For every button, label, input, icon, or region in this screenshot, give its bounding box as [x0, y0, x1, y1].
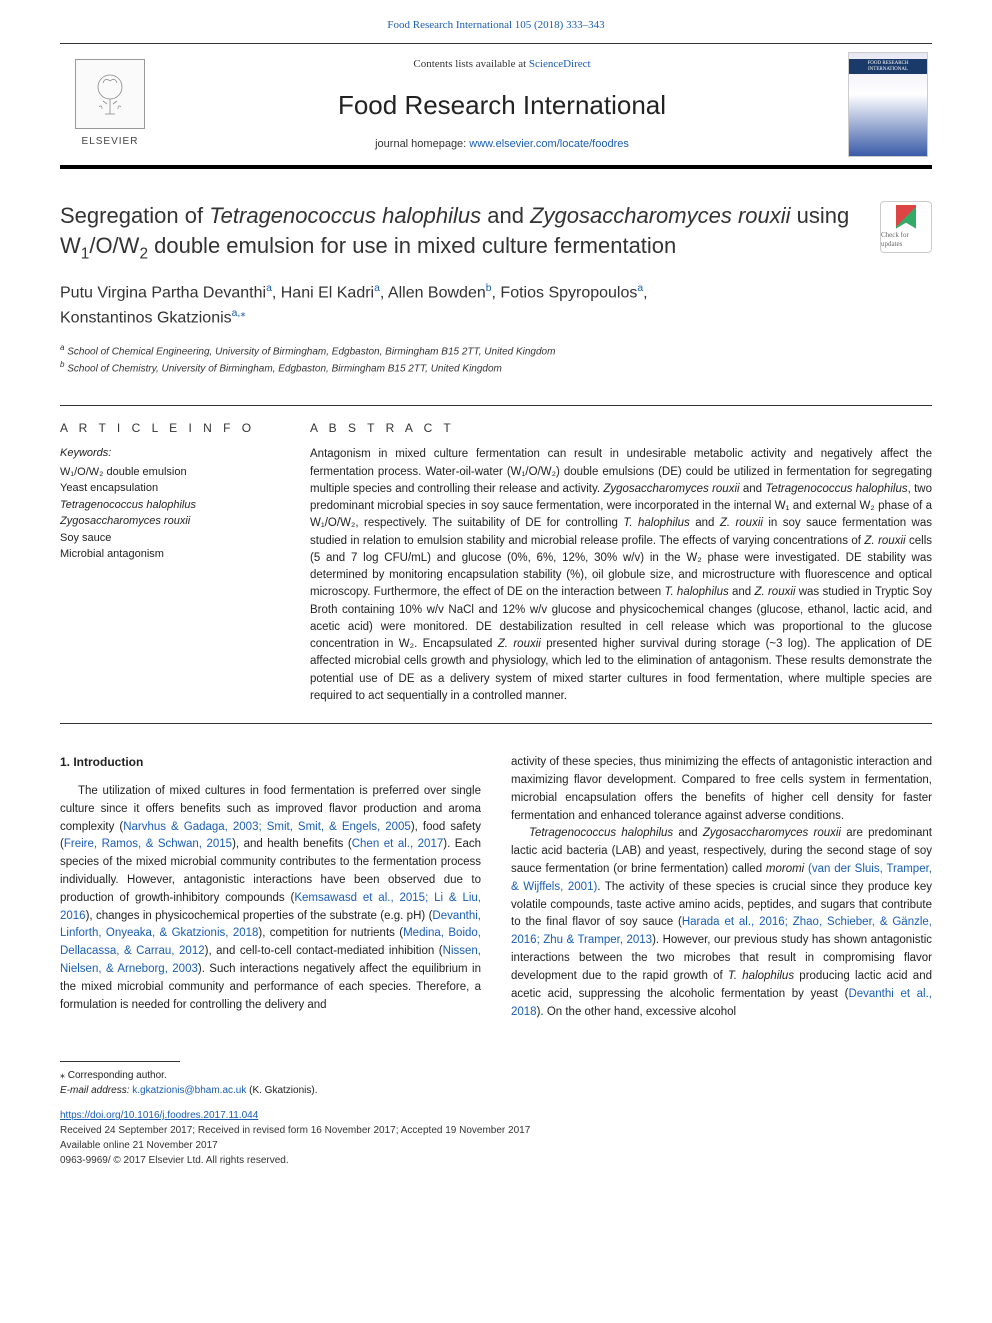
body-left-col: 1. Introduction The utilization of mixed…: [60, 754, 481, 1021]
email-label: E-mail address:: [60, 1085, 132, 1096]
homepage-prefix: journal homepage:: [375, 138, 469, 150]
elsevier-label: ELSEVIER: [82, 135, 139, 149]
homepage-link[interactable]: www.elsevier.com/locate/foodres: [469, 138, 629, 150]
abstract-col: A B S T R A C T Antagonism in mixed cult…: [310, 420, 932, 706]
author: Allen Bowden: [388, 285, 486, 302]
affiliations: a School of Chemical Engineering, Univer…: [60, 342, 932, 377]
abs-species: Z. rouxii: [754, 586, 795, 598]
check-updates-label: Check for updates: [881, 231, 931, 251]
body-paragraph: Tetragenococcus halophilus and Zygosacch…: [511, 825, 932, 1021]
species: Zygosaccharomyces rouxii: [703, 827, 841, 839]
abstract-head: A B S T R A C T: [310, 420, 932, 437]
body-columns: 1. Introduction The utilization of mixed…: [60, 754, 932, 1021]
author: Putu Virgina Partha Devanthi: [60, 285, 266, 302]
abs-part: and: [690, 517, 720, 529]
keyword: W₁/O/W₂ double emulsion: [60, 464, 280, 481]
authors-line: Putu Virgina Partha Devanthia, Hani El K…: [60, 281, 932, 330]
affiliation: a School of Chemical Engineering, Univer…: [60, 342, 932, 359]
abs-species: Tetragenococcus halophilus: [765, 483, 907, 495]
footer-separator: [60, 1061, 180, 1062]
corresponding-note: ⁎ Corresponding author.: [60, 1068, 932, 1083]
email-link[interactable]: k.gkatzionis@bham.ac.uk: [132, 1085, 246, 1096]
keywords-list: W₁/O/W₂ double emulsion Yeast encapsulat…: [60, 464, 280, 563]
elsevier-logo: ELSEVIER: [60, 44, 160, 164]
keyword: Microbial antagonism: [60, 546, 280, 563]
header-center: Contents lists available at ScienceDirec…: [160, 44, 844, 165]
keyword: Yeast encapsulation: [60, 480, 280, 497]
intro-heading: 1. Introduction: [60, 754, 481, 771]
footer-block: ⁎ Corresponding author. E-mail address: …: [60, 1068, 932, 1168]
author: Konstantinos Gkatzionis: [60, 309, 232, 326]
abs-species: T. halophilus: [623, 517, 689, 529]
homepage-line: journal homepage: www.elsevier.com/locat…: [375, 137, 629, 152]
journal-name: Food Research International: [338, 87, 666, 123]
email-name: (K. Gkatzionis).: [246, 1085, 317, 1096]
journal-cover-thumb: FOOD RESEARCH INTERNATIONAL: [848, 52, 928, 157]
species: Tetragenococcus halophilus: [529, 827, 673, 839]
author-aff: a: [266, 283, 272, 294]
abs-part: and: [729, 586, 755, 598]
keyword: Soy sauce: [60, 530, 280, 547]
cover-title: FOOD RESEARCH INTERNATIONAL: [849, 59, 927, 74]
abs-species: Z. rouxii: [498, 638, 541, 650]
abstract-text: Antagonism in mixed culture fermentation…: [310, 446, 932, 705]
author: Fotios Spyropoulos: [500, 285, 637, 302]
body-text: and: [673, 827, 703, 839]
author-aff: a: [637, 283, 643, 294]
available-line: Available online 21 November 2017: [60, 1138, 932, 1153]
corr-text: Corresponding author.: [65, 1070, 167, 1081]
abs-species: Zygosaccharomyces rouxii: [603, 483, 739, 495]
abs-species: Z. rouxii: [720, 517, 763, 529]
contents-prefix: Contents lists available at: [413, 58, 528, 70]
keyword: Zygosaccharomyces rouxii: [60, 513, 280, 530]
title-part: and: [481, 203, 530, 228]
title-species: Tetragenococcus halophilus: [209, 203, 481, 228]
issn-line: 0963-9969/ © 2017 Elsevier Ltd. All righ…: [60, 1153, 932, 1168]
body-paragraph: The utilization of mixed cultures in foo…: [60, 783, 481, 1015]
article-title: Segregation of Tetragenococcus halophilu…: [60, 201, 860, 265]
sciencedirect-link[interactable]: ScienceDirect: [529, 58, 591, 70]
title-part: double emulsion for use in mixed culture…: [148, 233, 676, 258]
doi-link[interactable]: https://doi.org/10.1016/j.foodres.2017.1…: [60, 1108, 932, 1123]
keywords-label: Keywords:: [60, 446, 280, 461]
author-aff: a: [374, 283, 380, 294]
running-head: Food Research International 105 (2018) 3…: [0, 0, 992, 43]
received-line: Received 24 September 2017; Received in …: [60, 1123, 932, 1138]
title-species: Zygosaccharomyces rouxii: [530, 203, 790, 228]
title-part: Segregation of: [60, 203, 209, 228]
species: T. halophilus: [728, 970, 794, 982]
corresponding-star: ⁎: [240, 308, 245, 319]
abs-species: Z. rouxii: [864, 535, 905, 547]
abs-species: T. halophilus: [664, 586, 728, 598]
title-part: /O/W: [89, 233, 139, 258]
author-aff: b: [486, 283, 492, 294]
aff-text: School of Chemical Engineering, Universi…: [64, 346, 555, 357]
keyword: Tetragenococcus halophilus: [60, 497, 280, 514]
contents-line: Contents lists available at ScienceDirec…: [413, 57, 590, 72]
article-info-head: A R T I C L E I N F O: [60, 420, 280, 437]
term: moromi: [766, 863, 804, 875]
abs-part: and: [740, 483, 766, 495]
aff-text: School of Chemistry, University of Birmi…: [64, 364, 501, 375]
author: Hani El Kadri: [281, 285, 374, 302]
affiliation: b School of Chemistry, University of Bir…: [60, 359, 932, 376]
elsevier-tree-icon: [75, 59, 145, 129]
bookmark-icon: [896, 205, 916, 229]
check-updates-badge[interactable]: Check for updates: [880, 201, 932, 253]
article-info-col: A R T I C L E I N F O Keywords: W₁/O/W₂ …: [60, 420, 280, 706]
title-sub: 2: [139, 245, 148, 262]
journal-header: ELSEVIER Contents lists available at Sci…: [60, 43, 932, 169]
email-line: E-mail address: k.gkatzionis@bham.ac.uk …: [60, 1083, 932, 1098]
body-right-col: activity of these species, thus minimizi…: [511, 754, 932, 1021]
body-paragraph: activity of these species, thus minimizi…: [511, 754, 932, 825]
